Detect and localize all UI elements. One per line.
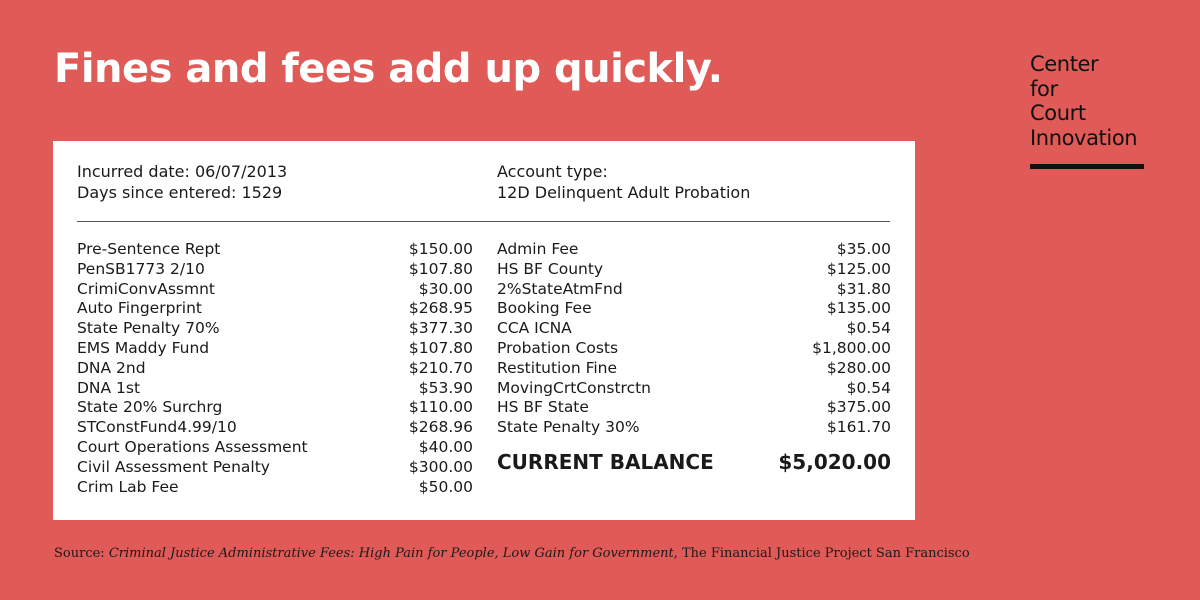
fee-amount: $110.00 — [408, 398, 473, 417]
fee-amount: $107.80 — [408, 338, 473, 357]
fee-name: CrimiConvAssmnt — [77, 279, 215, 298]
logo-text: Center for Court Innovation — [1030, 52, 1148, 150]
current-balance-label: CURRENT BALANCE — [497, 449, 714, 474]
fee-row: DNA 1st $53.90 — [77, 379, 473, 399]
fee-amount: $30.00 — [418, 279, 473, 298]
fee-row: Court Operations Assessment $40.00 — [77, 438, 473, 458]
fee-name: Auto Fingerprint — [77, 299, 202, 318]
fee-name: DNA 1st — [77, 378, 141, 397]
fee-name: HS BF County — [497, 259, 604, 278]
fee-row: State 20% Surchrg $110.00 — [77, 398, 473, 418]
logo-line: Court — [1030, 101, 1086, 125]
fee-row: Auto Fingerprint $268.95 — [77, 299, 473, 319]
account-type-value: 12D Delinquent Adult Probation — [497, 183, 751, 202]
fee-name: DNA 2nd — [77, 358, 146, 377]
fee-amount: $150.00 — [408, 240, 473, 258]
fee-row: HS BF County $125.00 — [497, 260, 891, 280]
fee-name: Restitution Fine — [497, 358, 618, 377]
fee-amount: $107.80 — [408, 259, 473, 278]
source-title: Criminal Justice Administrative Fees: Hi… — [108, 546, 674, 561]
fee-row: DNA 2nd $210.70 — [77, 359, 473, 379]
fees-right-column: Admin Fee $35.00 HS BF County $125.00 2%Stat… — [497, 240, 891, 474]
fee-name: 2%StateAtmFnd — [497, 279, 623, 298]
current-balance-amount: $5,020.00 — [778, 449, 891, 474]
fee-amount: $1,800.00 — [812, 338, 891, 357]
source-suffix: , The Financial Justice Project San Fran… — [673, 546, 970, 561]
fee-name: Booking Fee — [497, 299, 592, 318]
fee-amount: $135.00 — [826, 299, 891, 318]
fee-name: CCA ICNA — [497, 319, 572, 338]
fee-name: Pre-Sentence Rept — [77, 240, 221, 258]
logo-line: for — [1030, 76, 1058, 101]
headline: Fines and fees add up quickly. — [54, 46, 723, 92]
fee-row: Crim Lab Fee $50.00 — [77, 478, 473, 498]
fee-row: Restitution Fine $280.00 — [497, 359, 891, 379]
fee-name: State Penalty 30% — [497, 418, 640, 437]
incurred-date: Incurred date: 06/07/2013 — [77, 162, 288, 181]
fee-amount: $53.90 — [418, 378, 473, 397]
fee-name: Civil Assessment Penalty — [77, 457, 270, 476]
statement-content: Incurred date: 06/07/2013 Days since ent… — [77, 161, 891, 496]
fee-amount: $300.00 — [408, 457, 473, 476]
divider — [77, 221, 890, 222]
fee-row: CrimiConvAssmnt $30.00 — [77, 280, 473, 300]
fee-name: STConstFund4.99/10 — [77, 418, 237, 437]
fee-name: Court Operations Assessment — [77, 437, 308, 456]
fee-name: EMS Maddy Fund — [77, 338, 210, 357]
fees-statement-card: Incurred date: 06/07/2013 Days since ent… — [53, 141, 915, 520]
fee-row: State Penalty 70% $377.30 — [77, 319, 473, 339]
fee-name: Admin Fee — [497, 240, 579, 258]
fee-name: State Penalty 70% — [77, 319, 220, 338]
fee-row: Booking Fee $135.00 — [497, 299, 891, 319]
fee-row: MovingCrtConstrctn $0.54 — [497, 379, 891, 399]
organization-logo: Center for Court Innovation — [1030, 52, 1148, 169]
fee-row: State Penalty 30% $161.70 — [497, 418, 891, 438]
logo-line: Innovation — [1030, 125, 1138, 150]
account-type-label: Account type: — [497, 162, 608, 181]
account-dates: Incurred date: 06/07/2013 Days since ent… — [77, 161, 287, 203]
logo-underline-bar — [1030, 164, 1144, 169]
fee-name: PenSB1773 2/10 — [77, 259, 205, 278]
fee-amount: $50.00 — [418, 477, 473, 496]
fee-amount: $40.00 — [418, 437, 473, 456]
fee-row: HS BF State $375.00 — [497, 398, 891, 418]
fee-name: State 20% Surchrg — [77, 398, 223, 417]
fee-amount: $375.00 — [826, 398, 891, 417]
fee-amount: $35.00 — [836, 240, 891, 258]
logo-line: Center — [1030, 52, 1099, 76]
fee-amount: $161.70 — [826, 418, 891, 437]
days-since-entered: Days since entered: 1529 — [77, 183, 283, 202]
current-balance-row: CURRENT BALANCE $5,020.00 — [497, 450, 891, 474]
fee-amount: $31.80 — [836, 279, 891, 298]
fee-amount: $125.00 — [826, 259, 891, 278]
fee-amount: $210.70 — [408, 358, 473, 377]
fee-name: Crim Lab Fee — [77, 477, 179, 496]
fee-amount: $268.96 — [408, 418, 473, 437]
fee-amount: $0.54 — [846, 319, 891, 338]
fee-row: CCA ICNA $0.54 — [497, 319, 891, 339]
fee-name: Probation Costs — [497, 338, 619, 357]
fee-row: EMS Maddy Fund $107.80 — [77, 339, 473, 359]
fee-row: Probation Costs $1,800.00 — [497, 339, 891, 359]
fee-row: 2%StateAtmFnd $31.80 — [497, 280, 891, 300]
fee-name: MovingCrtConstrctn — [497, 378, 652, 397]
fee-amount: $377.30 — [408, 319, 473, 338]
fee-row: STConstFund4.99/10 $268.96 — [77, 418, 473, 438]
fee-name: HS BF State — [497, 398, 589, 417]
account-type: Account type: 12D Delinquent Adult Proba… — [497, 161, 750, 203]
source-prefix: Source: — [54, 546, 109, 561]
fees-right-list: Admin Fee $35.00 HS BF County $125.00 2%Stat… — [497, 240, 891, 438]
fee-row: PenSB1773 2/10 $107.80 — [77, 260, 473, 280]
fee-amount: $0.54 — [846, 378, 891, 397]
fee-amount: $280.00 — [826, 358, 891, 377]
fee-row: Admin Fee $35.00 — [497, 240, 891, 260]
source-citation: Source: Criminal Justice Administrative … — [54, 546, 970, 561]
account-info: Incurred date: 06/07/2013 Days since ent… — [77, 161, 890, 205]
fee-amount: $268.95 — [408, 299, 473, 318]
fees-left-column: Pre-Sentence Rept $150.00 PenSB1773 2/10 $1… — [77, 240, 473, 497]
fee-row: Civil Assessment Penalty $300.00 — [77, 458, 473, 478]
fee-row: Pre-Sentence Rept $150.00 — [77, 240, 473, 260]
